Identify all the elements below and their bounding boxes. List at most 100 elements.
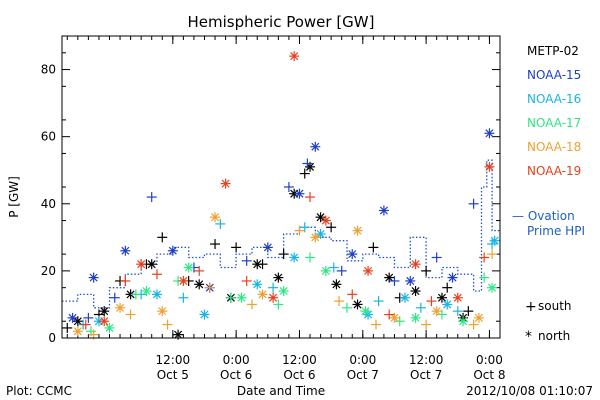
point-metp-02-north bbox=[384, 272, 395, 283]
point-metp-02-south bbox=[421, 265, 432, 276]
star-d2 bbox=[274, 273, 283, 282]
point-noaa-15-south bbox=[83, 312, 94, 323]
point-noaa-17-north bbox=[320, 265, 331, 276]
point-noaa-17-north bbox=[183, 262, 194, 273]
point-metp-02-south bbox=[368, 242, 379, 253]
x-tick-sublabel: Oct 5 bbox=[157, 368, 189, 382]
point-noaa-19-south bbox=[194, 265, 205, 276]
star-d2 bbox=[168, 246, 177, 255]
star-d2 bbox=[474, 313, 483, 322]
point-metp-02-north bbox=[352, 299, 363, 310]
star-d2 bbox=[400, 293, 410, 302]
point-metp-02-north bbox=[146, 259, 157, 270]
point-noaa-18-north bbox=[473, 312, 484, 323]
x-tick-sublabel: Oct 6 bbox=[220, 368, 252, 382]
legend-marker-symbol: * bbox=[525, 329, 532, 345]
star-d2 bbox=[379, 206, 388, 215]
point-noaa-16-south bbox=[452, 306, 463, 317]
point-noaa-16-north bbox=[315, 228, 326, 239]
point-noaa-17-north bbox=[236, 292, 247, 303]
point-noaa-19-south bbox=[384, 309, 395, 320]
point-noaa-15-south bbox=[336, 265, 347, 276]
point-noaa-17-north bbox=[487, 282, 498, 293]
point-noaa-17-north bbox=[410, 312, 421, 323]
point-metp-02-south bbox=[299, 168, 310, 179]
point-noaa-15-south bbox=[109, 292, 120, 303]
point-noaa-19-north bbox=[268, 292, 279, 303]
star-d2 bbox=[116, 303, 125, 312]
x-tick-sublabel: Oct 6 bbox=[283, 368, 315, 382]
star-d2 bbox=[353, 300, 362, 309]
star-d2 bbox=[290, 253, 299, 262]
point-noaa-18-south bbox=[294, 225, 305, 236]
point-metp-02-north bbox=[273, 272, 284, 283]
point-noaa-15-north bbox=[262, 242, 273, 253]
point-noaa-19-south bbox=[80, 319, 91, 330]
point-metp-02-north bbox=[194, 279, 205, 290]
point-metp-02-south bbox=[210, 239, 221, 250]
x-tick-label: 12:00 bbox=[156, 353, 191, 367]
point-noaa-15-north bbox=[378, 205, 389, 216]
point-noaa-19-south bbox=[241, 275, 252, 286]
y-tick-label: 40 bbox=[41, 197, 56, 211]
star-d2 bbox=[100, 317, 109, 326]
x-tick-label: 12:00 bbox=[282, 353, 317, 367]
x-axis-label: Date and Time bbox=[237, 384, 325, 398]
point-noaa-19-north bbox=[410, 259, 421, 270]
y-tick-label: 80 bbox=[41, 63, 56, 77]
point-noaa-17-north bbox=[141, 286, 152, 297]
star-d2 bbox=[459, 317, 468, 326]
star-d2 bbox=[437, 293, 446, 302]
star-d2 bbox=[237, 293, 246, 302]
legend-entry-noaa-18: NOAA-18 bbox=[527, 140, 581, 154]
point-noaa-15-north bbox=[88, 272, 99, 283]
point-noaa-19-north bbox=[320, 215, 331, 226]
legend-ovation-line1: — Ovation bbox=[512, 209, 575, 223]
point-noaa-15-south bbox=[431, 252, 442, 263]
point-noaa-16-south bbox=[415, 302, 426, 313]
star-d2 bbox=[179, 276, 188, 285]
point-metp-02-north bbox=[72, 316, 83, 327]
legend-marker-north: north bbox=[538, 329, 570, 343]
point-noaa-18-north bbox=[389, 312, 400, 323]
point-metp-02-south bbox=[231, 242, 242, 253]
y-axis-label: P [GW] bbox=[7, 176, 21, 218]
point-noaa-17-south bbox=[479, 272, 490, 283]
plot-frame bbox=[61, 35, 501, 339]
point-noaa-18-south bbox=[204, 282, 215, 293]
y-tick-label: 20 bbox=[41, 264, 56, 278]
star-d2 bbox=[105, 323, 114, 332]
point-noaa-19-north bbox=[484, 161, 495, 172]
point-noaa-18-south bbox=[162, 319, 173, 330]
point-noaa-17-south bbox=[394, 316, 405, 327]
x-tick-sublabel: Oct 8 bbox=[473, 368, 505, 382]
star-d2 bbox=[406, 276, 415, 285]
star-d2 bbox=[142, 286, 151, 296]
point-noaa-15-north bbox=[447, 272, 458, 283]
point-metp-02-south bbox=[326, 222, 337, 233]
point-noaa-16-north bbox=[151, 289, 162, 300]
star-d2 bbox=[152, 290, 162, 299]
chart-title: Hemispheric Power [GW] bbox=[188, 13, 375, 31]
star-d2 bbox=[73, 317, 82, 326]
point-metp-02-north bbox=[99, 306, 110, 317]
point-noaa-15-north bbox=[294, 188, 305, 199]
point-noaa-16-south bbox=[178, 292, 189, 303]
star-d2 bbox=[485, 162, 494, 171]
star-d2 bbox=[147, 260, 156, 269]
star-d2 bbox=[385, 273, 394, 282]
point-noaa-16-south bbox=[268, 282, 279, 293]
point-metp-02-south bbox=[442, 282, 453, 293]
point-noaa-19-north bbox=[363, 265, 374, 276]
point-noaa-18-south bbox=[334, 296, 345, 307]
star-d2 bbox=[348, 250, 357, 259]
point-noaa-18-north bbox=[257, 289, 268, 300]
point-noaa-18-north bbox=[115, 302, 126, 313]
star-d2 bbox=[485, 129, 494, 138]
point-noaa-18-south bbox=[487, 249, 498, 260]
point-noaa-18-south bbox=[246, 299, 257, 310]
star-d2 bbox=[195, 280, 204, 289]
point-metp-02-south bbox=[157, 232, 168, 243]
star-d2 bbox=[332, 280, 341, 289]
